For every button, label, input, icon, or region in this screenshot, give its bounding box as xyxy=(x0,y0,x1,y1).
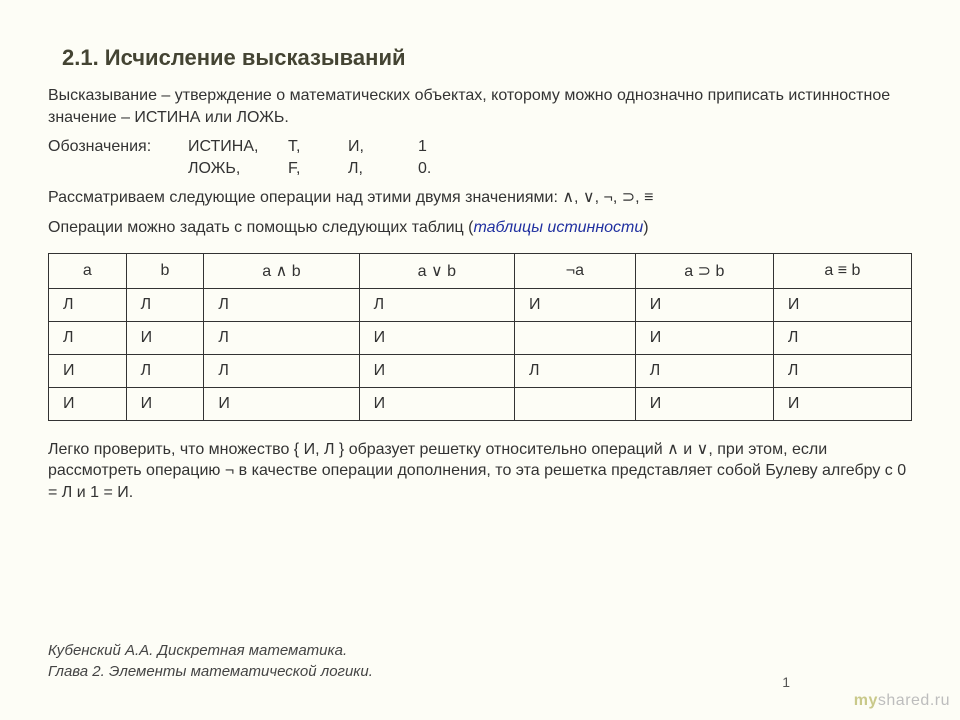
table-row: ЛИЛИИЛ xyxy=(49,321,912,354)
table-cell: Л xyxy=(635,354,773,387)
intro-pre: Операции можно задать с помощью следующи… xyxy=(48,219,473,236)
table-row: ИЛЛИЛЛЛ xyxy=(49,354,912,387)
table-cell: Л xyxy=(204,354,359,387)
table-header: a ⊃ b xyxy=(635,253,773,288)
truth-tables-intro: Операции можно задать с помощью следующи… xyxy=(48,217,912,239)
table-cell: Л xyxy=(514,354,635,387)
intro-post: ) xyxy=(643,219,648,236)
table-cell: И xyxy=(773,387,911,420)
table-header: a xyxy=(49,253,127,288)
notation-cell: И, xyxy=(348,136,418,158)
table-cell: И xyxy=(49,387,127,420)
notation-cell: Л, xyxy=(348,158,418,180)
table-cell: И xyxy=(773,288,911,321)
operations-paragraph: Рассматриваем следующие операции над эти… xyxy=(48,187,912,209)
intro-emph: таблицы истинности xyxy=(473,219,643,236)
table-cell: Л xyxy=(49,321,127,354)
table-cell: И xyxy=(126,387,204,420)
footer-block: Кубенский А.А. Дискретная математика. Гл… xyxy=(48,640,373,682)
table-cell xyxy=(514,387,635,420)
table-header: a ∧ b xyxy=(204,253,359,288)
notation-cell: ИСТИНА, xyxy=(188,136,288,158)
table-cell: И xyxy=(635,321,773,354)
table-cell: И xyxy=(126,321,204,354)
table-cell: И xyxy=(49,354,127,387)
definition-paragraph: Высказывание – утверждение о математичес… xyxy=(48,85,912,128)
notation-cell: ЛОЖЬ, xyxy=(188,158,288,180)
table-cell: И xyxy=(359,387,514,420)
table-header: ¬a xyxy=(514,253,635,288)
truth-table: aba ∧ ba ∨ b¬aa ⊃ ba ≡ b ЛЛЛЛИИИЛИЛИИЛИЛ… xyxy=(48,253,912,421)
table-cell: И xyxy=(635,387,773,420)
notation-cell: T, xyxy=(288,136,348,158)
operations-symbols: ∧, ∨, ¬, ⊃, ≡ xyxy=(562,189,653,206)
table-header: a ≡ b xyxy=(773,253,911,288)
watermark-shared: shared.ru xyxy=(878,692,950,709)
table-cell: Л xyxy=(773,321,911,354)
table-header: b xyxy=(126,253,204,288)
table-row: ЛЛЛЛИИИ xyxy=(49,288,912,321)
table-cell: Л xyxy=(204,288,359,321)
footer-author: Кубенский А.А. Дискретная математика. xyxy=(48,640,373,661)
table-header: a ∨ b xyxy=(359,253,514,288)
table-cell: Л xyxy=(126,288,204,321)
watermark: myshared.ru xyxy=(854,692,950,710)
page-number: 1 xyxy=(782,674,790,690)
table-row: ИИИИИИ xyxy=(49,387,912,420)
table-cell: И xyxy=(204,387,359,420)
lattice-paragraph: Легко проверить, что множество { И, Л } … xyxy=(48,439,912,504)
table-cell: Л xyxy=(773,354,911,387)
footer-chapter: Глава 2. Элементы математической логики. xyxy=(48,661,373,682)
table-cell xyxy=(514,321,635,354)
section-title: 2.1. Исчисление высказываний xyxy=(62,45,912,71)
table-cell: Л xyxy=(204,321,359,354)
notation-label: Обозначения: xyxy=(48,136,188,158)
notation-cell: 0. xyxy=(418,158,468,180)
table-cell: Л xyxy=(126,354,204,387)
table-cell: Л xyxy=(359,288,514,321)
operations-text: Рассматриваем следующие операции над эти… xyxy=(48,189,562,206)
notation-cell: 1 xyxy=(418,136,468,158)
table-cell: И xyxy=(514,288,635,321)
table-cell: И xyxy=(635,288,773,321)
notation-cell: F, xyxy=(288,158,348,180)
watermark-my: my xyxy=(854,692,878,709)
table-cell: И xyxy=(359,354,514,387)
notation-block: Обозначения: ИСТИНА, T, И, 1 ЛОЖЬ, F, Л,… xyxy=(48,136,912,179)
table-cell: Л xyxy=(49,288,127,321)
table-cell: И xyxy=(359,321,514,354)
